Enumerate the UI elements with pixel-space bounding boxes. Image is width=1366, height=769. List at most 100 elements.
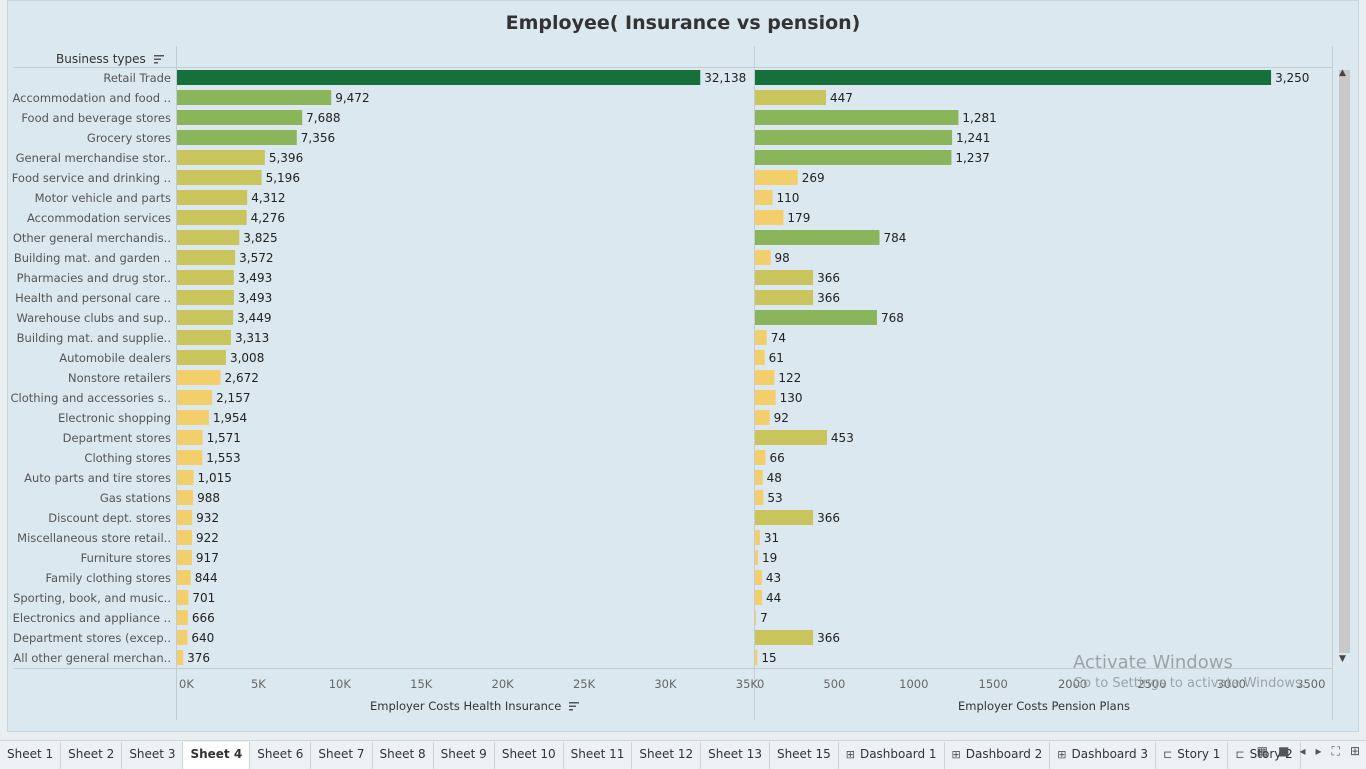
category-label[interactable]: Nonstore retailers xyxy=(68,371,171,385)
pension-bar[interactable] xyxy=(755,530,760,545)
pension-bar[interactable] xyxy=(755,510,814,525)
scroll-down-icon[interactable]: ▼ xyxy=(1339,654,1346,664)
pension-bar[interactable] xyxy=(755,250,771,265)
tab-sheet-9[interactable]: Sheet 9 xyxy=(434,741,495,769)
insurance-bar[interactable] xyxy=(177,450,203,465)
category-label[interactable]: Accommodation services xyxy=(27,211,171,225)
category-label[interactable]: Retail Trade xyxy=(103,71,171,85)
fit-icon[interactable]: ⛶ xyxy=(1331,744,1340,758)
pension-bar[interactable] xyxy=(755,90,826,105)
tab-dashboard-3[interactable]: ⊞ Dashboard 3 xyxy=(1050,741,1157,769)
insurance-bar[interactable] xyxy=(177,70,701,85)
category-label[interactable]: Department stores (excep.. xyxy=(13,631,171,645)
category-label[interactable]: Grocery stores xyxy=(87,131,171,145)
tab-sheet-12[interactable]: Sheet 12 xyxy=(632,741,702,769)
show-filmstrip-icon[interactable]: ▦ xyxy=(1256,744,1269,758)
pension-bar[interactable] xyxy=(755,630,814,645)
x-axis-title-insurance[interactable]: Employer Costs Health Insurance xyxy=(370,699,579,714)
pension-bar[interactable] xyxy=(755,570,762,585)
show-tabs-icon[interactable]: ■ xyxy=(1278,744,1290,758)
category-label[interactable]: Motor vehicle and parts xyxy=(35,191,171,205)
insurance-bar[interactable] xyxy=(177,650,184,665)
next-sheet-icon[interactable]: ▸ xyxy=(1315,744,1322,758)
insurance-bar[interactable] xyxy=(177,630,188,645)
insurance-bar[interactable] xyxy=(177,130,297,145)
pension-bar[interactable] xyxy=(755,370,775,385)
category-label[interactable]: Family clothing stores xyxy=(45,571,171,585)
pension-bar[interactable] xyxy=(755,490,764,505)
category-label[interactable]: Accommodation and food .. xyxy=(13,91,172,105)
category-label[interactable]: General merchandise stor.. xyxy=(16,151,171,165)
insurance-bar[interactable] xyxy=(177,510,193,525)
category-label[interactable]: Electronic shopping xyxy=(58,411,171,425)
pension-bar[interactable] xyxy=(755,390,776,405)
pension-bar[interactable] xyxy=(755,270,814,285)
category-label[interactable]: Automobile dealers xyxy=(59,351,171,365)
pension-bar[interactable] xyxy=(755,410,770,425)
insurance-bar[interactable] xyxy=(177,150,265,165)
tab-sheet-11[interactable]: Sheet 11 xyxy=(564,741,633,769)
insurance-bar[interactable] xyxy=(177,110,303,125)
pension-bar[interactable] xyxy=(755,310,877,325)
category-label[interactable]: Discount dept. stores xyxy=(48,511,171,525)
insurance-bar[interactable] xyxy=(177,170,262,185)
pension-bar[interactable] xyxy=(755,170,798,185)
scroll-up-icon[interactable]: ▲ xyxy=(1339,68,1346,78)
pension-bar[interactable] xyxy=(755,590,762,605)
category-label[interactable]: Sporting, book, and music.. xyxy=(13,591,171,605)
scrollbar-thumb[interactable] xyxy=(1339,70,1350,653)
insurance-bar[interactable] xyxy=(177,470,194,485)
category-label[interactable]: Health and personal care .. xyxy=(15,291,171,305)
insurance-bar[interactable] xyxy=(177,270,234,285)
category-label[interactable]: Miscellaneous store retail.. xyxy=(17,531,171,545)
insurance-bar[interactable] xyxy=(177,210,247,225)
tab-sheet-7[interactable]: Sheet 7 xyxy=(311,741,373,769)
prev-sheet-icon[interactable]: ◂ xyxy=(1299,744,1306,758)
insurance-bar[interactable] xyxy=(177,230,240,245)
pension-bar[interactable] xyxy=(755,330,767,345)
insurance-bar[interactable] xyxy=(177,550,192,565)
tab-sheet-13[interactable]: Sheet 13 xyxy=(701,741,770,769)
tab-sheet-8[interactable]: Sheet 8 xyxy=(373,741,434,769)
pension-bar[interactable] xyxy=(755,430,827,445)
presentation-icon[interactable]: ⊞ xyxy=(1349,744,1360,758)
sort-icon[interactable] xyxy=(153,53,164,67)
tab-sheet-3[interactable]: Sheet 3 xyxy=(122,741,184,769)
category-label[interactable]: Clothing and accessories s.. xyxy=(10,391,171,405)
pension-bar[interactable] xyxy=(755,150,952,165)
pension-bar[interactable] xyxy=(755,610,757,625)
insurance-bar[interactable] xyxy=(177,410,209,425)
category-label[interactable]: Department stores xyxy=(63,431,171,445)
pension-bar[interactable] xyxy=(755,650,758,665)
insurance-bar[interactable] xyxy=(177,390,213,405)
row-header[interactable]: Business types xyxy=(56,52,164,67)
pension-bar[interactable] xyxy=(755,70,1272,85)
insurance-bar[interactable] xyxy=(177,370,221,385)
tab-sheet-10[interactable]: Sheet 10 xyxy=(495,741,564,769)
category-label[interactable]: Warehouse clubs and sup.. xyxy=(16,311,171,325)
tab-dashboard-2[interactable]: ⊞ Dashboard 2 xyxy=(945,741,1051,769)
category-label[interactable]: Gas stations xyxy=(100,491,171,505)
category-label[interactable]: Building mat. and garden .. xyxy=(14,251,171,265)
insurance-bar[interactable] xyxy=(177,250,236,265)
tab-sheet-4[interactable]: Sheet 4 xyxy=(183,741,251,769)
insurance-bar[interactable] xyxy=(177,310,234,325)
tab-sheet-2[interactable]: Sheet 2 xyxy=(61,741,123,769)
insurance-bar[interactable] xyxy=(177,430,203,445)
pension-bar[interactable] xyxy=(755,210,784,225)
tab-dashboard-1[interactable]: ⊞ Dashboard 1 xyxy=(839,741,945,769)
tab-story-1[interactable]: ⊏ Story 1 xyxy=(1156,741,1229,769)
category-label[interactable]: Other general merchandis.. xyxy=(13,231,171,245)
category-label[interactable]: Clothing stores xyxy=(84,451,171,465)
insurance-bar[interactable] xyxy=(177,590,189,605)
pension-bar[interactable] xyxy=(755,470,763,485)
pension-bar[interactable] xyxy=(755,230,880,245)
insurance-bar[interactable] xyxy=(177,290,234,305)
category-label[interactable]: Furniture stores xyxy=(81,551,171,565)
tab-sheet-15[interactable]: Sheet 15 xyxy=(770,741,839,769)
tab-sheet-1[interactable]: Sheet 1 xyxy=(0,741,62,769)
pension-bar[interactable] xyxy=(755,350,765,365)
insurance-bar[interactable] xyxy=(177,610,188,625)
category-label[interactable]: Auto parts and tire stores xyxy=(24,471,171,485)
category-label[interactable]: Food service and drinking .. xyxy=(12,171,171,185)
